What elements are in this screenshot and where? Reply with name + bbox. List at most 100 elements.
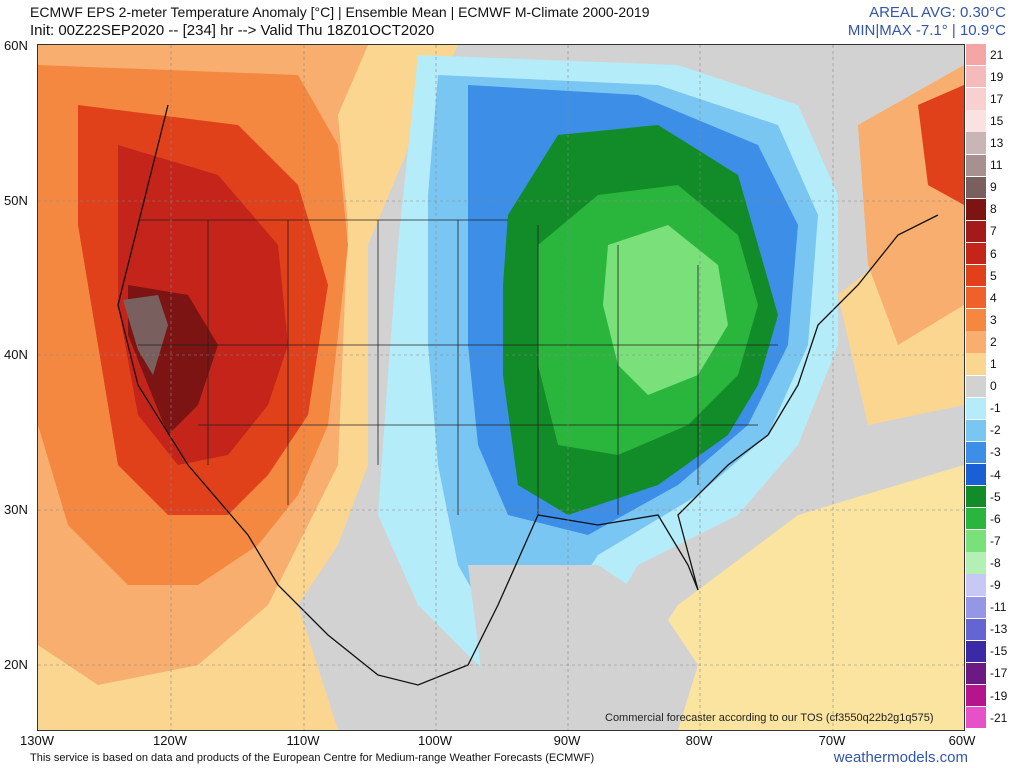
legend-label: -4 (990, 467, 1001, 482)
legend-swatch (966, 132, 986, 154)
legend-item: -5 (966, 486, 1022, 508)
legend-swatch (966, 552, 986, 574)
legend-item: -1 (966, 397, 1022, 419)
legend-item: 0 (966, 375, 1022, 397)
lon-label-110w: 110W (286, 733, 320, 748)
legend-swatch (966, 397, 986, 419)
legend-item: 1 (966, 353, 1022, 375)
min-max-values: MIN|MAX -7.1° | 10.9°C (847, 22, 1006, 39)
legend-item: -6 (966, 508, 1022, 530)
lat-label-40n: 40N (4, 347, 28, 362)
state-borders (138, 219, 778, 515)
areal-average: AREAL AVG: 0.30°C (869, 4, 1006, 21)
legend-swatch (966, 640, 986, 663)
legend-item: 15 (966, 110, 1022, 132)
legend-item: -21 (966, 707, 1022, 729)
legend-swatch (966, 44, 986, 66)
legend-swatch (966, 287, 986, 309)
legend-swatch (966, 66, 986, 88)
legend-label: 5 (990, 268, 997, 283)
anomaly-plus5-northeast (918, 85, 964, 205)
legend-label: 11 (990, 158, 1003, 173)
anomaly-plus9-west (123, 295, 168, 375)
legend-label: 6 (990, 246, 997, 261)
legend-label: -8 (990, 555, 1001, 570)
anomaly-minus7-central (603, 225, 728, 395)
legend-item: 19 (966, 66, 1022, 88)
legend-item: 11 (966, 154, 1022, 176)
legend-label: 8 (990, 202, 997, 217)
legend-item: 7 (966, 220, 1022, 243)
legend-item: 9 (966, 176, 1022, 198)
ecmwf-credit: This service is based on data and produc… (30, 752, 595, 764)
legend-swatch (966, 265, 986, 287)
legend-label: -1 (990, 401, 1001, 416)
legend-swatch (966, 331, 986, 353)
lon-label-120w: 120W (153, 733, 187, 748)
lon-label-70w: 70W (818, 733, 846, 748)
legend-label: 4 (990, 290, 997, 305)
legend-label: 13 (990, 136, 1004, 151)
legend-label: -13 (990, 622, 1008, 637)
legend-label: 15 (990, 113, 1004, 128)
lon-label-60w: 60W (948, 733, 976, 748)
legend-label: 2 (990, 334, 997, 349)
legend-label: 3 (990, 312, 997, 327)
legend-item: 17 (966, 88, 1022, 110)
legend-label: -5 (990, 489, 1001, 504)
legend-swatch (966, 508, 986, 530)
legend-label: -7 (990, 533, 1001, 548)
legend-label: -3 (990, 445, 1001, 460)
graticule (38, 45, 964, 730)
legend-swatch (966, 463, 986, 486)
legend-item: -7 (966, 530, 1022, 552)
lat-label-50n: 50N (4, 193, 28, 208)
legend-swatch (966, 88, 986, 110)
legend-label: -19 (990, 688, 1008, 703)
legend-label: -15 (990, 644, 1008, 659)
legend-swatch (966, 242, 986, 265)
legend-item: -3 (966, 441, 1022, 464)
lon-label-80w: 80W (685, 733, 713, 748)
legend-item: -13 (966, 618, 1022, 640)
legend-swatch (966, 198, 986, 221)
legend-swatch (966, 684, 986, 707)
legend-swatch (966, 596, 986, 618)
legend-swatch (966, 309, 986, 331)
legend-item: -4 (966, 463, 1022, 486)
legend-item: 4 (966, 287, 1022, 309)
legend-item: -11 (966, 596, 1022, 618)
legend-swatch (966, 662, 986, 685)
legend-swatch (966, 419, 986, 442)
legend-item: 3 (966, 309, 1022, 331)
anomaly-map (37, 44, 965, 731)
legend-item: -8 (966, 552, 1022, 574)
legend-swatch (966, 618, 986, 640)
legend-label: 17 (990, 91, 1004, 106)
legend-item: -2 (966, 419, 1022, 442)
legend-label: -6 (990, 511, 1001, 526)
legend-swatch (966, 110, 986, 132)
legend-item: 13 (966, 132, 1022, 154)
legend-label: 7 (990, 224, 997, 239)
lat-label-60n: 60N (4, 38, 28, 53)
legend-item: -17 (966, 662, 1022, 685)
init-valid-time: Init: 00Z22SEP2020 -- [234] hr --> Valid… (30, 22, 435, 39)
legend-label: 21 (990, 47, 1004, 62)
legend-item: 21 (966, 44, 1022, 66)
legend-swatch (966, 574, 986, 596)
legend-item: 5 (966, 265, 1022, 287)
legend-label: -9 (990, 578, 1001, 593)
legend-swatch (966, 375, 986, 397)
brand-link[interactable]: weathermodels.com (833, 749, 968, 766)
legend-swatch (966, 441, 986, 464)
legend-swatch (966, 707, 986, 729)
color-legend: 21 19 17 15 13 11 9 8 7 6 5 4 3 2 1 0 -1 -2 -3 -4 -5 -6 -7 -8 -9… (966, 44, 1022, 729)
legend-swatch (966, 530, 986, 552)
legend-label: 9 (990, 180, 997, 195)
legend-item: -9 (966, 574, 1022, 596)
legend-label: 1 (990, 357, 997, 372)
map-title: ECMWF EPS 2-meter Temperature Anomaly [°… (30, 4, 650, 20)
lat-label-30n: 30N (4, 502, 28, 517)
legend-item: 6 (966, 242, 1022, 265)
